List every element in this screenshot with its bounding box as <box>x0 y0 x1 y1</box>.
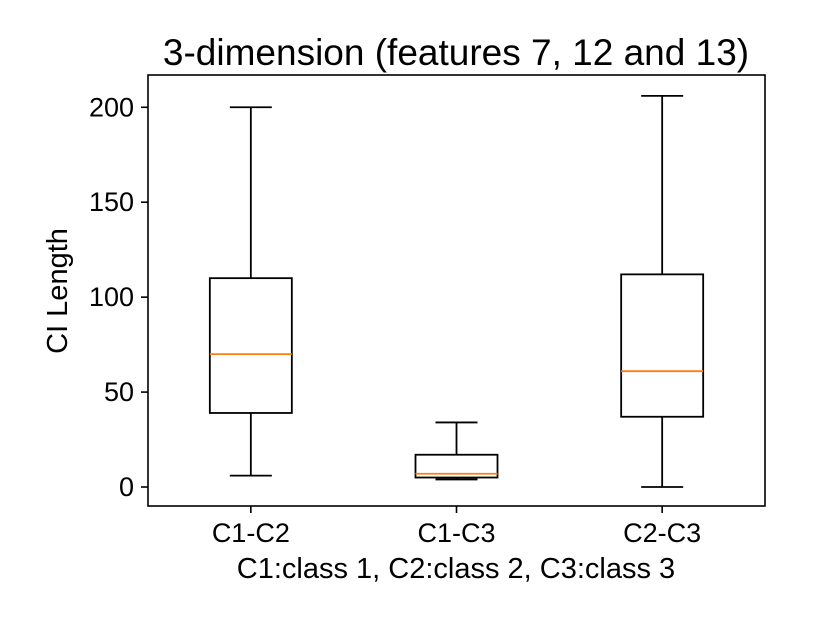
box-iqr <box>414 453 499 479</box>
y-axis-label: CI Length <box>42 228 74 354</box>
x-tick-label: C1-C3 <box>417 518 495 548</box>
x-tick-label: C1-C2 <box>212 518 290 548</box>
y-tick-label: 0 <box>119 472 134 502</box>
x-axis-label: C1:class 1, C2:class 2, C3:class 3 <box>237 553 675 585</box>
y-tick-label: 50 <box>104 377 134 407</box>
y-tick-label: 200 <box>89 92 134 122</box>
plot-area: 0 50 100 150 200 C1-C2 C1-C3 C2-C3 <box>89 74 766 548</box>
box-iqr <box>208 277 293 414</box>
x-tick-label: C2-C3 <box>623 518 701 548</box>
y-tick-label: 150 <box>89 187 134 217</box>
y-tick-label: 100 <box>89 282 134 312</box>
box-iqr <box>620 273 705 418</box>
chart-title: 3-dimension (features 7, 12 and 13) <box>163 32 749 73</box>
